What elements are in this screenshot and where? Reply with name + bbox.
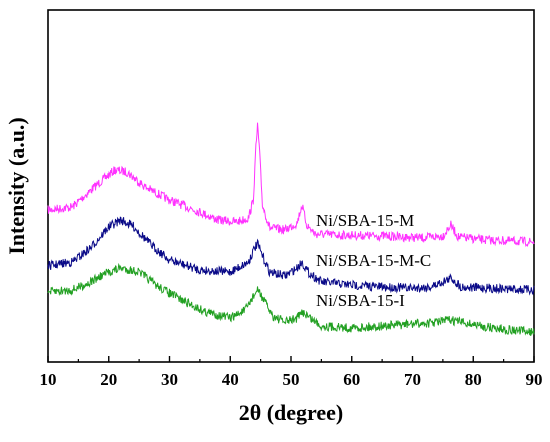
y-axis-title: Intensity (a.u.) <box>4 117 29 255</box>
series-labels: Ni/SBA-15-M Ni/SBA-15-M-C Ni/SBA-15-I <box>316 211 431 310</box>
x-tick-label: 90 <box>526 370 543 389</box>
series-label-3: Ni/SBA-15-I <box>316 291 405 310</box>
x-axis-title: 2θ (degree) <box>239 400 344 425</box>
series-label-1: Ni/SBA-15-M <box>316 211 414 230</box>
series-line-3 <box>47 262 535 336</box>
x-tick-label: 20 <box>100 370 117 389</box>
series-line-2 <box>47 216 535 296</box>
x-tick-label: 60 <box>343 370 360 389</box>
x-tick-label: 50 <box>283 370 300 389</box>
series-line-1 <box>47 122 535 248</box>
x-tick-label: 80 <box>465 370 482 389</box>
x-tick-label: 10 <box>40 370 57 389</box>
x-ticks: 10 20 30 40 50 60 70 80 90 <box>40 356 543 389</box>
plot-frame <box>47 9 535 363</box>
series-label-2: Ni/SBA-15-M-C <box>316 251 431 270</box>
x-tick-label: 30 <box>161 370 178 389</box>
x-tick-label: 70 <box>404 370 421 389</box>
x-tick-label: 40 <box>222 370 239 389</box>
series-traces <box>47 122 535 336</box>
